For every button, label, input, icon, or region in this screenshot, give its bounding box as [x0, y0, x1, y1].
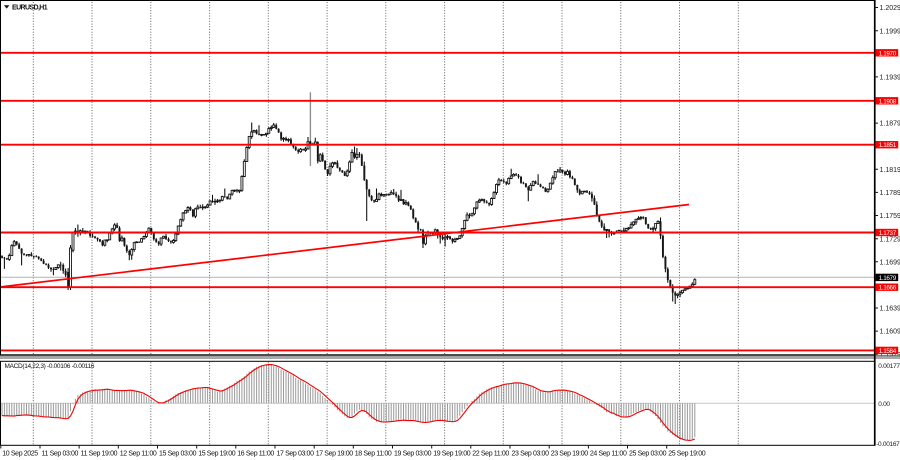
svg-text:15 Sep 03:00: 15 Sep 03:00 — [159, 451, 197, 458]
svg-text:1.1639: 1.1639 — [880, 306, 900, 313]
svg-text:1.2029: 1.2029 — [880, 5, 900, 12]
svg-text:0.00177: 0.00177 — [878, 363, 900, 370]
svg-text:1.1999: 1.1999 — [880, 28, 900, 35]
svg-text:25 Sep 19:00: 25 Sep 19:00 — [668, 451, 706, 458]
svg-text:19 Sep 03:00: 19 Sep 03:00 — [394, 451, 432, 458]
svg-text:17 Sep 03:00: 17 Sep 03:00 — [277, 451, 315, 458]
svg-text:1.1939: 1.1939 — [880, 75, 900, 82]
svg-text:1.1970: 1.1970 — [879, 50, 897, 57]
svg-text:1.1729: 1.1729 — [880, 236, 900, 243]
svg-text:24 Sep 11:00: 24 Sep 11:00 — [590, 451, 627, 458]
svg-text:16 Sep 11:00: 16 Sep 11:00 — [237, 451, 274, 458]
svg-text:18 Sep 11:00: 18 Sep 11:00 — [355, 451, 392, 458]
svg-text:-0.00167: -0.00167 — [876, 441, 900, 448]
svg-text:1.1879: 1.1879 — [880, 121, 900, 128]
svg-text:1.1759: 1.1759 — [880, 213, 900, 220]
svg-text:1.1737: 1.1737 — [879, 230, 897, 237]
svg-text:1.1609: 1.1609 — [880, 329, 900, 336]
svg-text:11 Sep 03:00: 11 Sep 03:00 — [42, 451, 79, 458]
svg-text:0.00: 0.00 — [878, 401, 890, 408]
svg-text:EURUSD,H1: EURUSD,H1 — [12, 5, 48, 12]
svg-text:MACD(14,22,3) -0.00106 -0.0011: MACD(14,22,3) -0.00106 -0.00116 — [5, 363, 95, 370]
svg-text:12 Sep 11:00: 12 Sep 11:00 — [120, 451, 157, 458]
svg-text:1.1789: 1.1789 — [880, 190, 900, 197]
svg-text:23 Sep 03:00: 23 Sep 03:00 — [512, 451, 550, 458]
svg-text:19 Sep 19:00: 19 Sep 19:00 — [433, 451, 471, 458]
svg-text:10 Sep 2025: 10 Sep 2025 — [2, 451, 38, 458]
svg-text:17 Sep 19:00: 17 Sep 19:00 — [316, 451, 354, 458]
svg-text:23 Sep 19:00: 23 Sep 19:00 — [551, 451, 589, 458]
svg-text:1.1679: 1.1679 — [879, 275, 897, 282]
svg-text:1.1908: 1.1908 — [879, 98, 897, 105]
svg-text:1.1584: 1.1584 — [879, 348, 897, 355]
svg-text:1.1851: 1.1851 — [879, 142, 897, 149]
svg-text:22 Sep 11:00: 22 Sep 11:00 — [472, 451, 509, 458]
svg-text:15 Sep 19:00: 15 Sep 19:00 — [198, 451, 236, 458]
svg-text:1.1699: 1.1699 — [880, 259, 900, 266]
svg-text:1.1819: 1.1819 — [880, 167, 900, 174]
svg-text:11 Sep 19:00: 11 Sep 19:00 — [81, 451, 118, 458]
svg-text:25 Sep 03:00: 25 Sep 03:00 — [629, 451, 667, 458]
svg-text:1.1666: 1.1666 — [879, 285, 897, 292]
